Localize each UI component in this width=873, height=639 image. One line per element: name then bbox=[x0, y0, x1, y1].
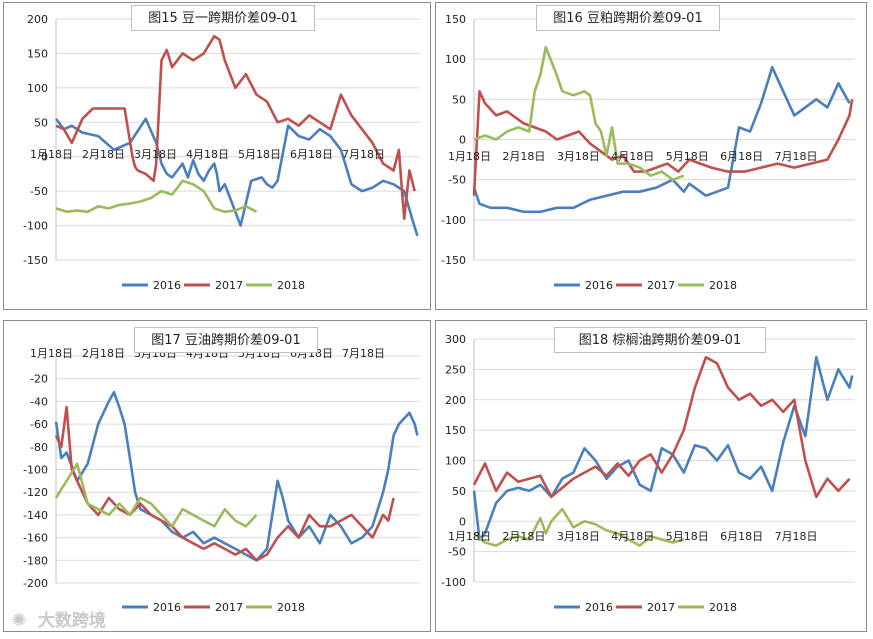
series-line-2018 bbox=[473, 507, 685, 547]
x-tick-label: 1月18日 bbox=[30, 148, 73, 161]
y-tick-label: -50 bbox=[448, 546, 466, 559]
legend-label-2018: 2018 bbox=[277, 601, 305, 614]
series-line-2016 bbox=[54, 117, 419, 237]
x-tick-label: 4月18日 bbox=[186, 148, 229, 161]
y-tick-label: 100 bbox=[27, 82, 48, 95]
x-tick-label: 6月18日 bbox=[720, 150, 763, 163]
y-tick-label: 250 bbox=[445, 363, 466, 376]
y-tick-label: 50 bbox=[452, 93, 466, 106]
y-tick-label: 0 bbox=[459, 134, 466, 147]
y-tick-label: 300 bbox=[445, 333, 466, 346]
x-tick-label: 1月18日 bbox=[448, 150, 491, 163]
y-tick-label: -150 bbox=[441, 254, 466, 267]
y-tick-label: -100 bbox=[441, 214, 466, 227]
y-tick-label: -100 bbox=[441, 576, 466, 589]
x-tick-label: 7月18日 bbox=[775, 530, 818, 543]
x-tick-label: 5月18日 bbox=[666, 150, 709, 163]
y-tick-label: 50 bbox=[34, 116, 48, 129]
chart-panel-soymeal: -150 -100 -50 0 50 100 150 1月18日 2月18日 3月18日 4月18日… bbox=[435, 2, 867, 310]
series-line-2017 bbox=[472, 355, 851, 499]
legend-label-2018: 2018 bbox=[277, 279, 305, 292]
y-tick-label: 0 bbox=[459, 515, 466, 528]
chart-svg: -200 -180 -160 -140 -120 -100 -80 -60 -40 -20 1月18… bbox=[23, 347, 420, 614]
chart-svg: -150 -100 -50 0 50 100 150 1月18日 2月18日 3月18日 4月18日… bbox=[441, 13, 855, 292]
legend-label-2016: 2016 bbox=[153, 279, 181, 292]
series-line-2017 bbox=[54, 405, 395, 562]
y-tick-label: 50 bbox=[452, 485, 466, 498]
y-tick-label: -50 bbox=[448, 174, 466, 187]
legend-label-2016: 2016 bbox=[585, 601, 613, 614]
x-tick-label: 4月18日 bbox=[611, 530, 654, 543]
legend-label-2017: 2017 bbox=[215, 601, 243, 614]
chart-svg: -100 -50 0 50 100 150 200 250 300 1月18日 2月18日 3月18日… bbox=[441, 333, 855, 614]
x-tick-label: 2月18日 bbox=[502, 150, 545, 163]
legend-label-2016: 2016 bbox=[585, 279, 613, 292]
y-tick-label: -100 bbox=[23, 220, 48, 233]
series-line-2018 bbox=[54, 462, 258, 528]
y-tick-label: -160 bbox=[23, 532, 48, 545]
chart-panel-palmoil: -100 -50 0 50 100 150 200 250 300 1月18日 2月18日 3月18日… bbox=[435, 320, 867, 632]
x-tick-label: 6月18日 bbox=[720, 530, 763, 543]
legend-label-2018: 2018 bbox=[709, 601, 737, 614]
x-tick-label: 6月18日 bbox=[290, 148, 333, 161]
y-tick-label: -20 bbox=[30, 373, 48, 386]
series-line-2018 bbox=[55, 179, 258, 214]
logo-icon: ✺ bbox=[11, 610, 27, 631]
y-tick-label: -60 bbox=[30, 418, 48, 431]
chart-title: 图18 棕榈油跨期价差09-01 bbox=[554, 327, 766, 353]
y-tick-label: -140 bbox=[23, 509, 48, 522]
chart-panel-soyoil: -200 -180 -160 -140 -120 -100 -80 -60 -40 -20 1月18… bbox=[3, 320, 431, 632]
y-tick-label: -40 bbox=[30, 395, 48, 408]
x-tick-label: 2月18日 bbox=[82, 347, 125, 360]
y-tick-label: 150 bbox=[27, 47, 48, 60]
x-tick-label: 1月18日 bbox=[448, 530, 491, 543]
y-tick-label: -150 bbox=[23, 254, 48, 267]
watermark-text: 大数跨境 bbox=[37, 611, 106, 631]
x-tick-label: 3月18日 bbox=[134, 148, 177, 161]
x-tick-label: 4月18日 bbox=[611, 150, 654, 163]
series-line-2016 bbox=[472, 355, 854, 541]
chart-svg: -150 -100 -50 0 50 100 150 200 1月18日 2月18日 3月18日 4月… bbox=[23, 13, 420, 292]
y-tick-label: -80 bbox=[30, 441, 48, 454]
y-tick-label: 100 bbox=[445, 53, 466, 66]
x-tick-label: 7月18日 bbox=[775, 150, 818, 163]
y-tick-label: -120 bbox=[23, 486, 48, 499]
x-tick-label: 3月18日 bbox=[557, 530, 600, 543]
legend-label-2017: 2017 bbox=[647, 601, 675, 614]
legend-label-2016: 2016 bbox=[153, 601, 181, 614]
y-tick-label: 200 bbox=[445, 394, 466, 407]
y-tick-label: 150 bbox=[445, 13, 466, 26]
chart-panel-soybean: -150 -100 -50 0 50 100 150 200 1月18日 2月18日 3月18日 4月… bbox=[3, 2, 431, 310]
legend-label-2017: 2017 bbox=[215, 279, 243, 292]
x-tick-label: 5月18日 bbox=[666, 530, 709, 543]
x-tick-label: 2月18日 bbox=[502, 530, 545, 543]
x-tick-label: 3月18日 bbox=[557, 150, 600, 163]
chart-title: 图16 豆粕跨期价差09-01 bbox=[536, 5, 720, 31]
watermark: ✺ 大数跨境 bbox=[6, 608, 106, 634]
legend-label-2017: 2017 bbox=[647, 279, 675, 292]
y-tick-label: -200 bbox=[23, 577, 48, 590]
x-tick-label: 2月18日 bbox=[82, 148, 125, 161]
chart-title: 图17 豆油跨期价差09-01 bbox=[134, 327, 318, 353]
y-tick-label: 150 bbox=[445, 424, 466, 437]
series-line-2017 bbox=[55, 34, 416, 220]
series-line-2016 bbox=[54, 391, 419, 562]
y-tick-label: -50 bbox=[30, 185, 48, 198]
x-tick-label: 1月18日 bbox=[30, 347, 73, 360]
y-tick-label: 100 bbox=[445, 455, 466, 468]
y-tick-label: 0 bbox=[41, 151, 48, 164]
series-line-2018 bbox=[473, 45, 685, 181]
y-tick-label: -100 bbox=[23, 464, 48, 477]
legend-label-2018: 2018 bbox=[709, 279, 737, 292]
x-tick-label: 5月18日 bbox=[238, 148, 281, 161]
chart-title: 图15 豆一跨期价差09-01 bbox=[131, 5, 315, 31]
x-tick-label: 7月18日 bbox=[342, 347, 385, 360]
x-tick-label: 7月18日 bbox=[342, 148, 385, 161]
series-line-2016 bbox=[472, 65, 851, 214]
y-tick-label: -180 bbox=[23, 554, 48, 567]
y-tick-label: 200 bbox=[27, 13, 48, 26]
